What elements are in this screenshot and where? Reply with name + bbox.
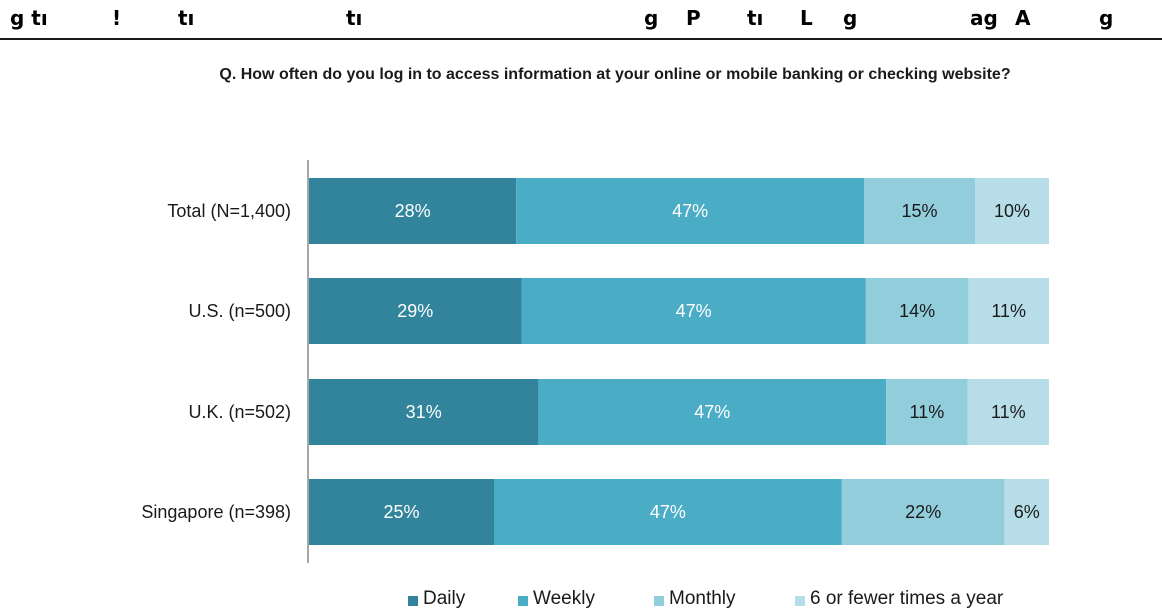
header-fragment: L	[800, 6, 813, 30]
data-label: 11%	[991, 402, 1026, 422]
bar-segment	[309, 479, 494, 545]
data-label: 47%	[672, 201, 708, 221]
header-fragment: P	[686, 6, 701, 30]
header-strip: g tı ! tı tı g P tı L g ag A g	[0, 0, 1162, 40]
data-label: 10%	[994, 201, 1030, 221]
header-fragment: tı	[346, 6, 363, 30]
chart-legend: Daily Weekly Monthly 6 or fewer times a yea…	[0, 588, 1162, 613]
header-fragment: g	[644, 6, 659, 30]
legend-swatch	[654, 596, 664, 606]
category-label: U.K. (n=502)	[188, 402, 291, 422]
data-label: 29%	[397, 301, 433, 321]
legend-label: Daily	[423, 588, 466, 609]
bar-segment	[968, 278, 1049, 344]
legend-swatch	[795, 596, 805, 606]
chart-title: Q. How often do you log in to access inf…	[219, 66, 1011, 83]
data-label: 28%	[395, 201, 431, 221]
header-rule	[0, 38, 1162, 40]
bar-segment	[967, 379, 1049, 445]
bar-segment	[865, 278, 969, 344]
data-label: 11%	[991, 301, 1026, 321]
legend-label: Monthly	[669, 588, 736, 609]
bar-segment	[864, 178, 975, 244]
bar-segment	[309, 278, 522, 344]
bar-segment	[538, 379, 887, 445]
category-label: Singapore (n=398)	[141, 502, 291, 522]
header-fragment: g tı	[10, 6, 48, 30]
category-label: U.S. (n=500)	[188, 301, 291, 321]
data-label: 6%	[1014, 502, 1040, 522]
bar-segment	[886, 379, 968, 445]
data-label: 15%	[901, 201, 937, 221]
header-fragment: tı	[178, 6, 195, 30]
header-fragment: A	[1015, 6, 1031, 30]
header-fragment: tı	[747, 6, 764, 30]
header-fragment: !	[112, 6, 122, 30]
bar-segment	[494, 479, 842, 545]
data-label: 11%	[910, 402, 945, 422]
bar-segment	[521, 278, 866, 344]
bar-segment	[841, 479, 1005, 545]
bar-segment	[516, 178, 864, 244]
data-label: 47%	[676, 301, 712, 321]
legend-label: Weekly	[533, 588, 595, 609]
bar-segment	[975, 178, 1049, 244]
data-label: 25%	[383, 502, 419, 522]
bar-segment	[1004, 479, 1049, 545]
header-fragment: g	[843, 6, 858, 30]
data-label: 22%	[905, 502, 941, 522]
legend-label: 6 or fewer times a year	[810, 588, 1004, 609]
legend-swatch	[518, 596, 528, 606]
bar-segment	[309, 379, 539, 445]
data-label: 47%	[650, 502, 686, 522]
category-label: Total (N=1,400)	[167, 201, 291, 221]
data-label: 47%	[694, 402, 730, 422]
legend-swatch	[408, 596, 418, 606]
data-label: 14%	[899, 301, 935, 321]
bar-segment	[309, 178, 517, 244]
header-fragment: ag	[970, 6, 998, 30]
header-fragment: g	[1099, 6, 1114, 30]
data-label: 31%	[406, 402, 442, 422]
